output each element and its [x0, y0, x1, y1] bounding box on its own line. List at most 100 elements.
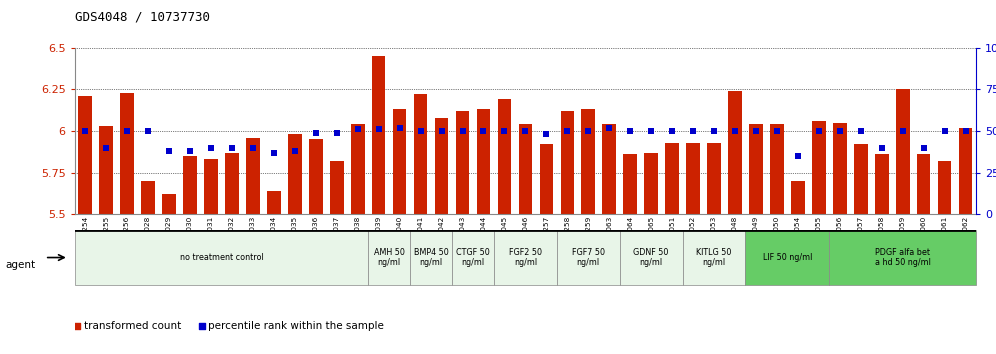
Point: [329, 130, 345, 136]
Point: [78, 128, 94, 134]
Text: GDS4048 / 10737730: GDS4048 / 10737730: [75, 11, 210, 24]
Point: [581, 128, 597, 134]
Point: [203, 145, 219, 150]
Bar: [494, 230, 557, 285]
Bar: [288, 134, 302, 214]
Bar: [369, 230, 410, 285]
Text: BMP4 50
ng/ml: BMP4 50 ng/ml: [413, 248, 448, 267]
Bar: [372, 56, 385, 214]
Point: [433, 128, 449, 134]
Text: AMH 50
ng/ml: AMH 50 ng/ml: [374, 248, 404, 267]
Bar: [141, 181, 155, 214]
Text: percentile rank within the sample: percentile rank within the sample: [208, 321, 384, 331]
Text: no treatment control: no treatment control: [179, 253, 263, 262]
Point: [266, 150, 282, 155]
Bar: [582, 109, 595, 214]
Bar: [874, 154, 888, 214]
Point: [915, 145, 931, 150]
Point: [99, 145, 115, 150]
Point: [287, 148, 303, 154]
Bar: [79, 96, 92, 214]
Text: LIF 50 ng/ml: LIF 50 ng/ml: [763, 253, 812, 262]
Point: [622, 128, 638, 134]
Point: [350, 126, 366, 132]
Point: [832, 128, 848, 134]
Point: [894, 128, 910, 134]
Bar: [749, 124, 763, 214]
Bar: [959, 128, 972, 214]
Point: [120, 128, 135, 134]
Point: [245, 145, 261, 150]
Point: [308, 130, 324, 136]
Point: [706, 128, 722, 134]
Bar: [540, 144, 553, 214]
Point: [371, 126, 386, 132]
Bar: [267, 191, 281, 214]
Point: [664, 128, 680, 134]
Text: FGF2 50
ng/ml: FGF2 50 ng/ml: [509, 248, 542, 267]
Bar: [413, 95, 427, 214]
Point: [496, 128, 512, 134]
Bar: [644, 153, 658, 214]
Point: [182, 148, 198, 154]
Point: [161, 148, 177, 154]
Text: GDNF 50
ng/ml: GDNF 50 ng/ml: [633, 248, 669, 267]
Bar: [225, 153, 239, 214]
Text: CTGF 50
ng/ml: CTGF 50 ng/ml: [456, 248, 490, 267]
Bar: [410, 230, 452, 285]
Bar: [498, 99, 511, 214]
Point: [811, 128, 827, 134]
Point: [475, 128, 491, 134]
Bar: [246, 138, 260, 214]
Bar: [707, 143, 721, 214]
Text: PDGF alfa bet
a hd 50 ng/ml: PDGF alfa bet a hd 50 ng/ml: [874, 248, 930, 267]
Point: [685, 128, 701, 134]
Point: [748, 128, 764, 134]
Bar: [452, 230, 494, 285]
Bar: [854, 144, 868, 214]
Bar: [686, 143, 700, 214]
Bar: [204, 159, 218, 214]
Bar: [477, 109, 490, 214]
Bar: [183, 156, 197, 214]
Point: [769, 128, 785, 134]
Bar: [561, 111, 574, 214]
Point: [412, 128, 428, 134]
Bar: [434, 118, 448, 214]
Point: [957, 128, 973, 134]
Point: [790, 153, 806, 159]
Bar: [121, 93, 133, 214]
Bar: [309, 139, 323, 214]
Point: [517, 128, 533, 134]
Point: [643, 128, 659, 134]
Bar: [351, 124, 365, 214]
Bar: [833, 123, 847, 214]
Point: [454, 128, 470, 134]
Point: [539, 131, 555, 137]
Bar: [623, 154, 637, 214]
Bar: [812, 121, 826, 214]
Text: KITLG 50
ng/ml: KITLG 50 ng/ml: [696, 248, 732, 267]
Bar: [791, 181, 805, 214]
Bar: [456, 111, 469, 214]
Point: [224, 145, 240, 150]
Point: [560, 128, 576, 134]
Bar: [620, 230, 682, 285]
Bar: [745, 230, 830, 285]
Bar: [770, 124, 784, 214]
Bar: [682, 230, 745, 285]
Bar: [938, 161, 951, 214]
Text: FGF7 50
ng/ml: FGF7 50 ng/ml: [572, 248, 605, 267]
Bar: [895, 89, 909, 214]
Point: [936, 128, 952, 134]
Bar: [603, 124, 617, 214]
Bar: [392, 109, 406, 214]
Bar: [100, 126, 113, 214]
Point: [602, 125, 618, 131]
Text: agent: agent: [5, 261, 35, 270]
Bar: [162, 194, 176, 214]
Bar: [330, 161, 344, 214]
Bar: [917, 154, 930, 214]
Point: [727, 128, 743, 134]
Bar: [830, 230, 976, 285]
